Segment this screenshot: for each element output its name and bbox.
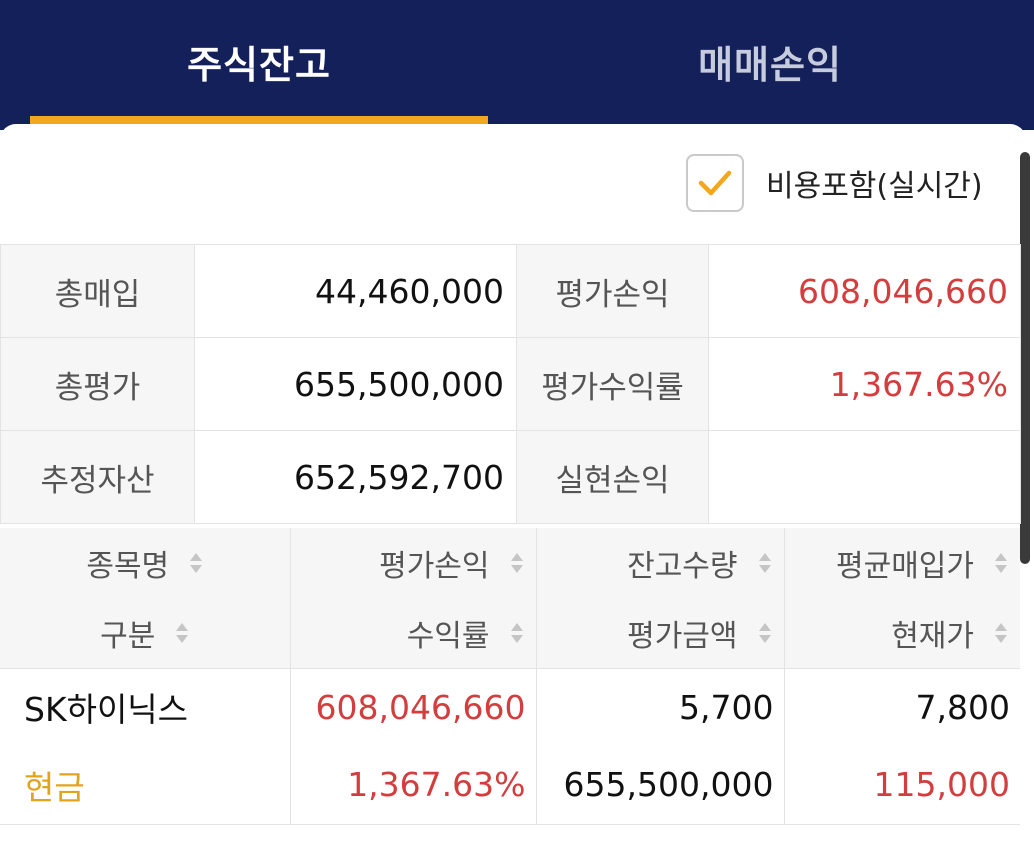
eval-pl-label: 평가손익 [516, 244, 709, 338]
summary-row: 총평가 655,500,000 평가수익률 1,367.63% [0, 337, 1021, 431]
scrollbar[interactable] [1020, 152, 1030, 564]
est-assets-label: 추정자산 [0, 430, 195, 524]
summary-table: 총매입 44,460,000 평가손익 608,046,660 총평가 655,… [0, 244, 1021, 524]
realized-pl-value [708, 430, 1021, 524]
holding-row[interactable]: 현금 1,367.63% 655,500,000 115,000 [0, 746, 1020, 825]
sort-icon [994, 622, 1008, 644]
total-purchase-label: 총매입 [0, 244, 195, 338]
quantity-cell: 5,700 [536, 668, 785, 746]
sort-icon [189, 552, 203, 574]
holdings-table: 종목명 평가손익 잔고수량 평균매입가 구분 수익률 평가금액 현재가 SK하이… [0, 528, 1020, 825]
return-rate-cell: 1,367.63% [290, 746, 537, 825]
check-icon [698, 170, 732, 196]
sort-header-return-rate[interactable]: 수익률 [290, 598, 537, 669]
sort-header-avg-price[interactable]: 평균매입가 [784, 528, 1020, 598]
total-eval-value: 655,500,000 [194, 337, 517, 431]
sort-header-type[interactable]: 구분 [0, 598, 291, 669]
tab-stock-balance[interactable]: 주식잔고 [187, 42, 331, 87]
est-assets-value: 652,592,700 [194, 430, 517, 524]
eval-return-label: 평가수익률 [516, 337, 709, 431]
sort-icon [510, 622, 524, 644]
account-type: 현금 [0, 746, 291, 825]
realized-pl-label: 실현손익 [516, 430, 709, 524]
eval-return-value: 1,367.63% [708, 337, 1021, 431]
sort-icon [758, 622, 772, 644]
active-tab-indicator [30, 116, 488, 124]
sort-header-stock-name[interactable]: 종목명 [0, 528, 291, 598]
holdings-header-row: 구분 수익률 평가금액 현재가 [0, 598, 1020, 669]
summary-row: 총매입 44,460,000 평가손익 608,046,660 [0, 244, 1021, 338]
sort-header-eval-pl[interactable]: 평가손익 [290, 528, 537, 598]
eval-amount-cell: 655,500,000 [536, 746, 785, 825]
include-fees-label: 비용포함(실시간) [766, 169, 983, 204]
summary-row: 추정자산 652,592,700 실현손익 [0, 430, 1021, 524]
sort-header-eval-amount[interactable]: 평가금액 [536, 598, 785, 669]
total-purchase-value: 44,460,000 [194, 244, 517, 338]
sort-icon [510, 552, 524, 574]
sort-icon [994, 552, 1008, 574]
current-price-cell: 115,000 [784, 746, 1020, 825]
include-fees-checkbox[interactable] [686, 154, 744, 212]
holding-row[interactable]: SK하이닉스 608,046,660 5,700 7,800 [0, 668, 1020, 746]
total-eval-label: 총평가 [0, 337, 195, 431]
sort-header-current-price[interactable]: 현재가 [784, 598, 1020, 669]
sort-header-quantity[interactable]: 잔고수량 [536, 528, 785, 598]
header-bar: 주식잔고 매매손익 [0, 0, 1034, 130]
eval-pl-value: 608,046,660 [708, 244, 1021, 338]
include-fees-option[interactable]: 비용포함(실시간) [686, 154, 983, 212]
avg-price-cell: 7,800 [915, 687, 1010, 727]
sort-icon [758, 552, 772, 574]
tab-trading-pl[interactable]: 매매손익 [698, 42, 842, 87]
stock-name[interactable]: SK하이닉스 [0, 668, 291, 746]
holdings-header-row: 종목명 평가손익 잔고수량 평균매입가 [0, 528, 1020, 598]
sort-icon [175, 622, 189, 644]
eval-pl-cell: 608,046,660 [290, 668, 537, 746]
